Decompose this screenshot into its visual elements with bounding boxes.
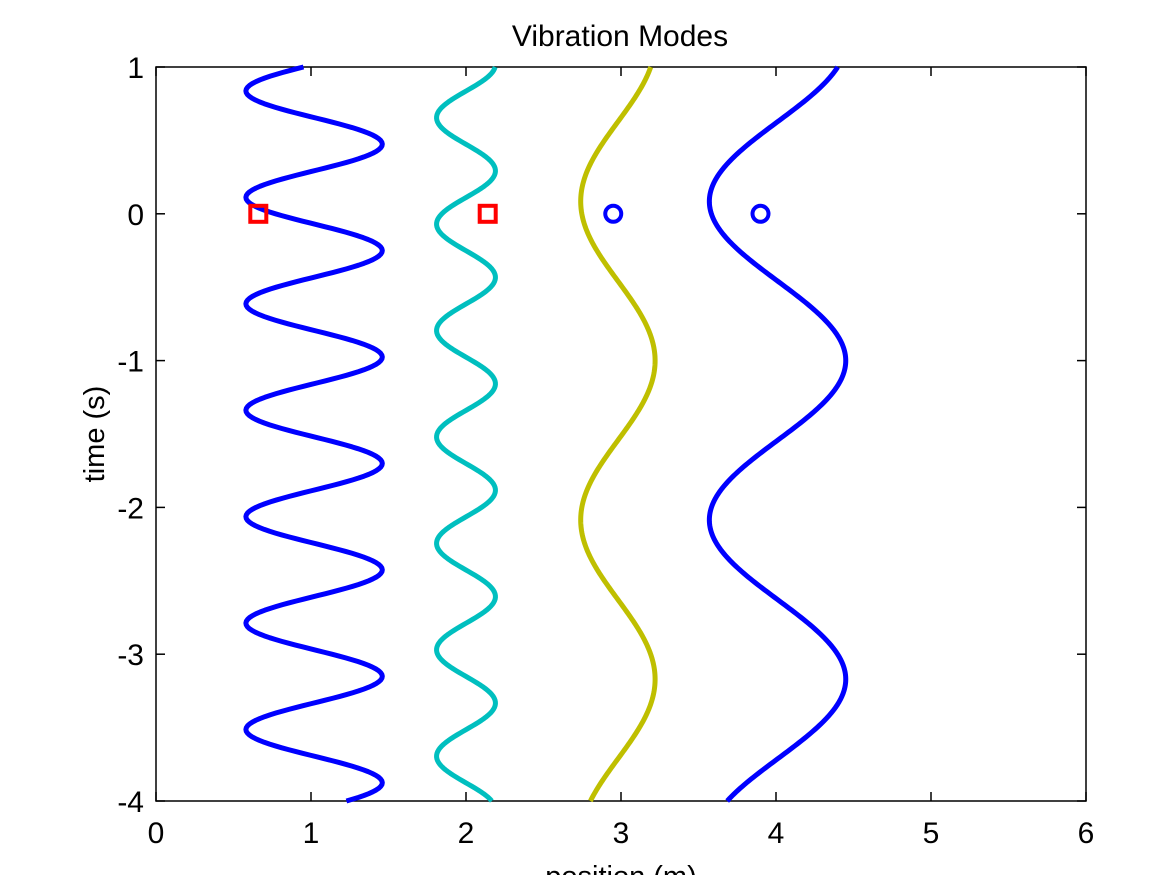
series-line-3	[578, 66, 658, 803]
y-tick-label: 1	[127, 52, 144, 85]
y-tick-label: -4	[117, 786, 144, 819]
series-layer	[243, 64, 849, 804]
x-tick-label: 4	[768, 817, 785, 850]
x-tick-label: 2	[458, 817, 475, 850]
y-tick-label: -3	[117, 639, 144, 672]
tick-layer: 0 1 2 3 4 5 6 1 0 -1 -2 -3 -4	[117, 52, 1094, 850]
y-axis-label: time (s)	[79, 386, 111, 483]
x-tick-label: 3	[613, 817, 630, 850]
x-tick-label: 1	[303, 817, 320, 850]
x-tick-label: 6	[1078, 817, 1095, 850]
series-line-1	[243, 64, 385, 804]
y-tick-label: -2	[117, 492, 144, 525]
series-line-2	[434, 66, 498, 803]
x-tick-label: 0	[148, 817, 165, 850]
x-tick-label: 5	[923, 817, 940, 850]
x-axis-label: position (m)	[545, 861, 697, 875]
y-tick-label: 0	[127, 199, 144, 232]
chart-title: Vibration Modes	[512, 20, 728, 53]
marker-square-1	[248, 203, 269, 224]
marker-circle-4	[750, 203, 771, 224]
y-tick-label: -1	[117, 346, 144, 379]
marker-circle-3	[603, 203, 624, 224]
series-line-4	[706, 65, 849, 803]
marker-layer	[248, 203, 771, 224]
marker-square-2	[477, 203, 498, 224]
